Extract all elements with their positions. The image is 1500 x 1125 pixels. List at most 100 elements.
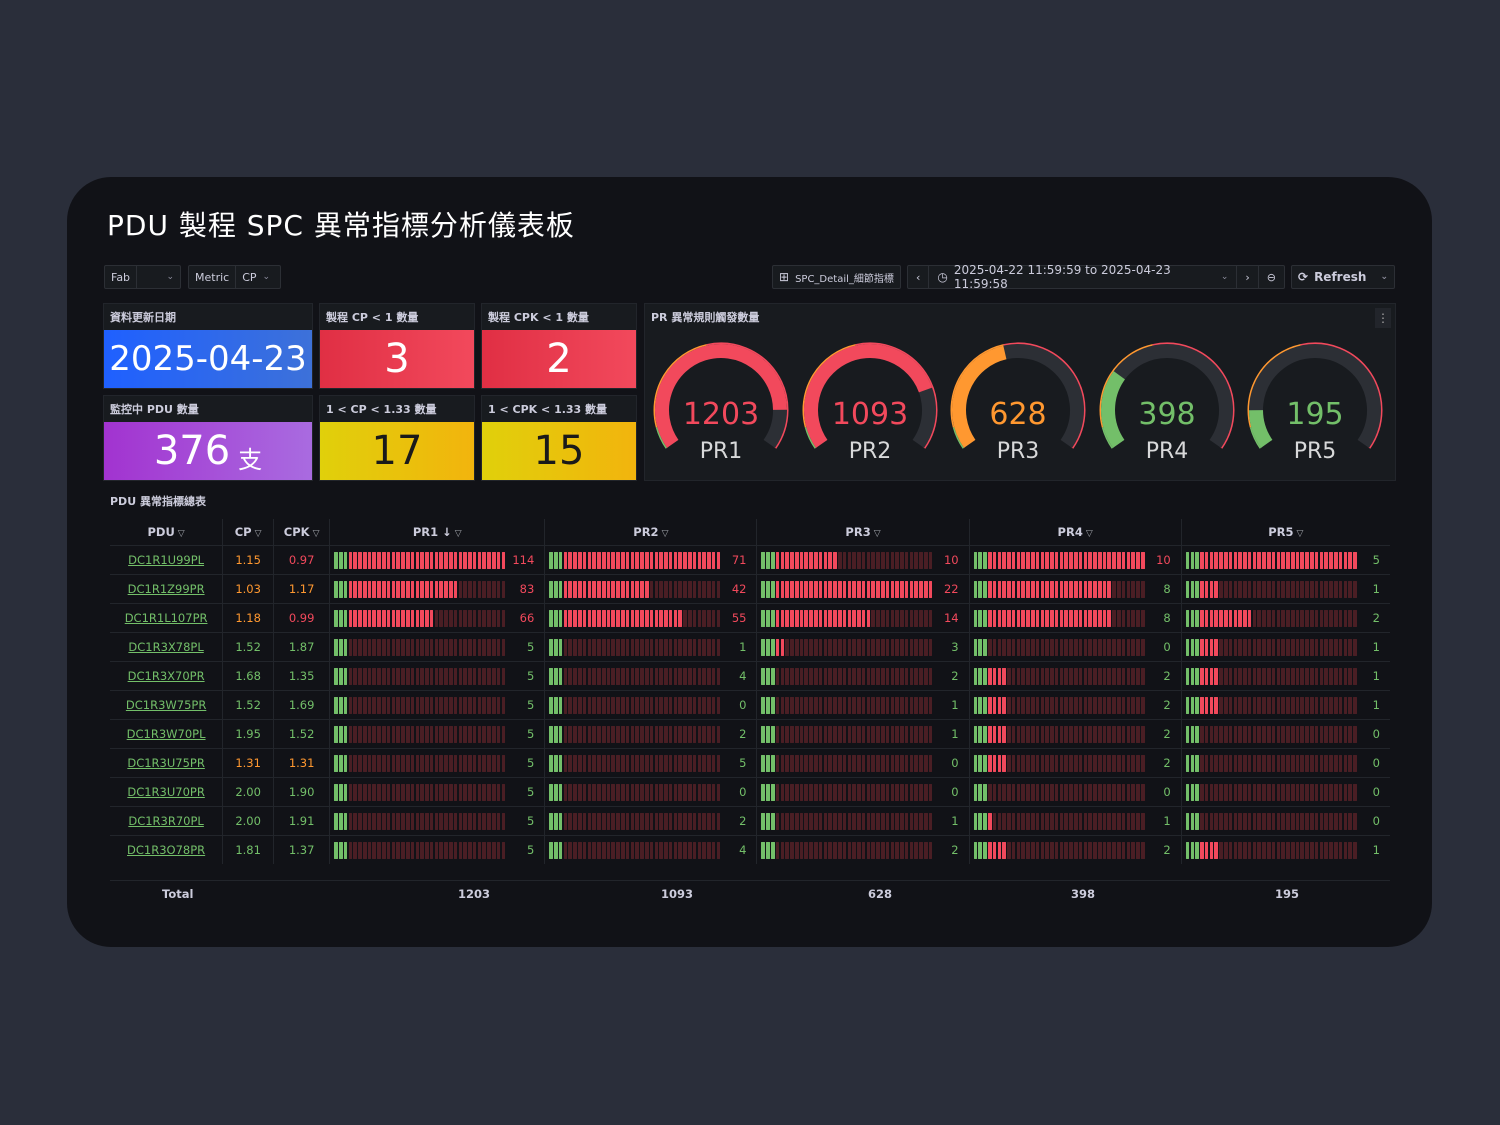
gauge-bar — [761, 841, 933, 859]
bar-segment — [1262, 667, 1266, 685]
bar-segment — [1131, 783, 1135, 801]
cell-pr3-value: 22 — [932, 574, 970, 604]
bar-segment — [463, 754, 467, 772]
filter-icon[interactable]: ▽ — [254, 529, 262, 539]
bar-segment — [1007, 783, 1011, 801]
bar-segment — [377, 841, 381, 859]
bar-segment — [1011, 812, 1016, 830]
bar-segment — [472, 609, 477, 627]
gauge-bar — [761, 725, 933, 743]
cell-pr2-bar — [544, 661, 721, 691]
filter-icon[interactable]: ▽ — [873, 529, 881, 539]
zoom-out-icon[interactable]: ⊖ — [1257, 266, 1284, 288]
pdu-link[interactable]: DC1R3X78PL — [128, 640, 204, 654]
bar-segment — [382, 725, 386, 743]
gauge-bar — [1185, 812, 1357, 830]
filter-icon[interactable]: ▽ — [1085, 529, 1093, 539]
cell-pr2-value: 55 — [720, 603, 758, 633]
bar-segment — [997, 783, 1002, 801]
chevron-right-icon[interactable]: › — [1236, 266, 1257, 288]
bar-segment — [592, 696, 596, 714]
bar-segment — [482, 551, 487, 569]
pdu-link[interactable]: DC1R3W70PL — [126, 727, 206, 741]
bar-segment — [367, 696, 372, 714]
filter-icon[interactable]: ▽ — [661, 529, 669, 539]
dashboard-link-button[interactable]: ⊞ SPC_Detail_細節指標 — [772, 265, 901, 289]
bar-segment — [790, 725, 794, 743]
bar-segment — [1102, 725, 1107, 743]
panel-menu-icon[interactable]: ⋮ — [1375, 308, 1391, 328]
pdu-link[interactable]: DC1R3W75PR — [125, 698, 207, 712]
col-header-pr5[interactable]: PR5 ▽ — [1268, 525, 1304, 539]
bar-segment — [814, 841, 818, 859]
bar-segment — [1262, 754, 1266, 772]
cell-pr4-bar — [969, 632, 1145, 662]
bar-segment — [353, 725, 357, 743]
filter-icon[interactable]: ▽ — [1296, 529, 1304, 539]
col-header-pr4[interactable]: PR4 ▽ — [969, 519, 1182, 546]
sort-desc-icon[interactable]: ↓ — [442, 525, 452, 539]
bar-segment — [833, 754, 837, 772]
bar-segment — [799, 609, 804, 627]
bar-segment — [766, 638, 770, 656]
pdu-link[interactable]: DC1R1U99PL — [128, 553, 205, 567]
cell-pr1-value: 5 — [505, 661, 546, 691]
bar-segment — [420, 783, 424, 801]
bar-segment — [386, 551, 391, 569]
col-header-pdu[interactable]: PDU ▽ — [110, 519, 224, 546]
refresh-button[interactable]: ⟳ Refresh ⌄ — [1291, 265, 1395, 289]
bar-segment — [592, 667, 596, 685]
bar-segment — [823, 754, 828, 772]
bar-segment — [1305, 667, 1309, 685]
bar-segment — [1271, 667, 1276, 685]
time-range-picker[interactable]: ‹ ◷ 2025-04-22 11:59:59 to 2025-04-23 11… — [907, 263, 1285, 291]
pdu-link[interactable]: DC1R1L107PR — [124, 611, 208, 625]
cell-cp: 1.81 — [222, 835, 275, 864]
bar-segment — [1233, 812, 1238, 830]
pdu-link[interactable]: DC1R3R70PL — [128, 814, 204, 828]
bar-segment — [601, 551, 606, 569]
bar-segment — [1353, 609, 1357, 627]
filter-icon[interactable]: ▽ — [177, 529, 185, 539]
bar-segment — [1276, 609, 1281, 627]
bar-segment — [1002, 609, 1006, 627]
bar-segment — [1083, 667, 1088, 685]
col-header-pr2[interactable]: PR2 ▽ — [544, 519, 758, 546]
fab-variable[interactable]: Fab ⌄ — [104, 265, 181, 289]
col-header-pr3[interactable]: PR3 ▽ — [756, 519, 970, 546]
bar-segment — [343, 638, 348, 656]
bar-segment — [861, 580, 866, 598]
bar-segment — [477, 667, 482, 685]
bar-segment — [702, 725, 706, 743]
col-header-cp[interactable]: CP ▽ — [222, 519, 275, 546]
cell-cpk: 0.97 — [273, 545, 331, 575]
chevron-left-icon[interactable]: ‹ — [908, 266, 930, 288]
bar-segment — [410, 783, 415, 801]
pdu-link[interactable]: DC1R3O78PR — [127, 843, 206, 857]
bar-segment — [1030, 841, 1035, 859]
pdu-link[interactable]: DC1R3U75PR — [127, 756, 205, 770]
bar-segment — [1314, 754, 1319, 772]
bar-segment — [1333, 667, 1338, 685]
pdu-link[interactable]: DC1R1Z99PR — [127, 582, 205, 596]
bar-segment — [625, 754, 630, 772]
bar-segment — [654, 754, 659, 772]
bar-segment — [563, 609, 568, 627]
bar-segment — [1257, 580, 1262, 598]
bar-segment — [439, 812, 444, 830]
filter-icon[interactable]: ▽ — [454, 529, 462, 539]
bar-segment — [1324, 841, 1328, 859]
bar-segment — [1219, 696, 1223, 714]
bar-segment — [434, 551, 439, 569]
col-header-pr1[interactable]: PR1 ↓ ▽ — [329, 519, 546, 546]
filter-icon[interactable]: ▽ — [312, 529, 320, 539]
pdu-link[interactable]: DC1R3U70PR — [127, 785, 205, 799]
pdu-link[interactable]: DC1R3X70PR — [127, 669, 205, 683]
metric-variable[interactable]: Metric CP ⌄ — [188, 265, 281, 289]
bar-segment — [1026, 725, 1030, 743]
bar-segment — [702, 580, 706, 598]
col-header-cpk[interactable]: CPK ▽ — [273, 519, 331, 546]
bar-segment — [804, 580, 809, 598]
bar-segment — [914, 754, 919, 772]
bar-segment — [372, 725, 377, 743]
